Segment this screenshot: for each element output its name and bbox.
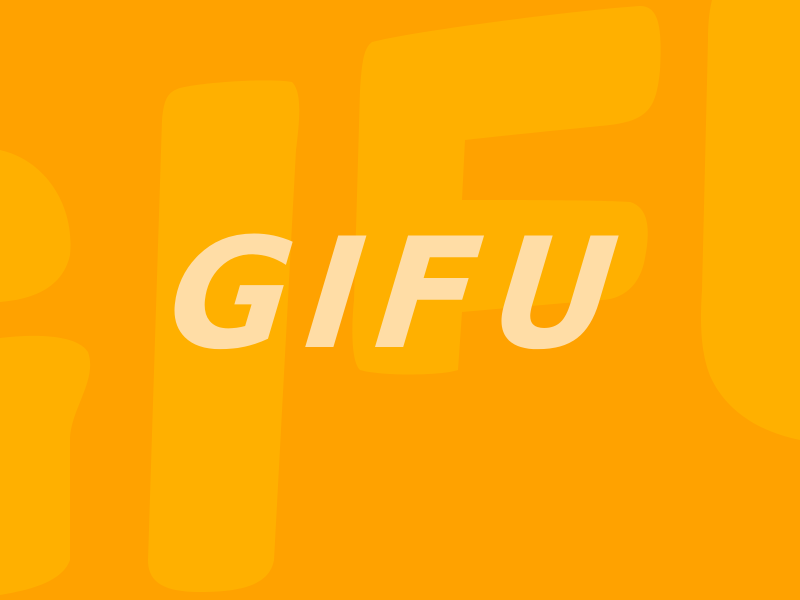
background-letter-u xyxy=(701,0,800,440)
background-letter-i xyxy=(148,80,300,592)
background-letter-f xyxy=(352,6,661,375)
background-letter-g xyxy=(0,150,91,595)
title-text: GIFU xyxy=(161,206,639,384)
